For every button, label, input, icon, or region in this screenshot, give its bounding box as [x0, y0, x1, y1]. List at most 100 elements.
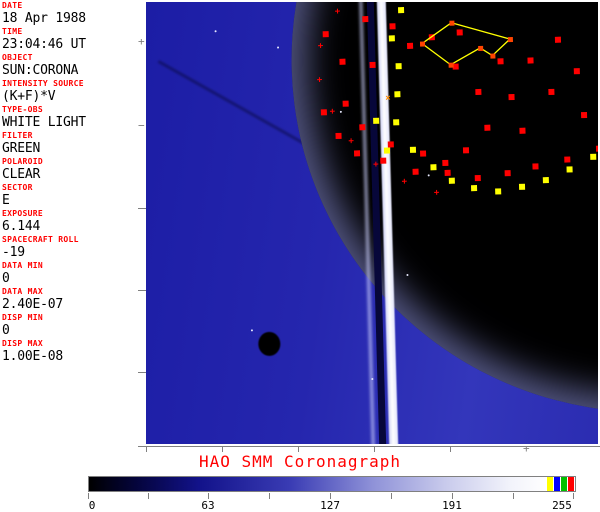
star-marker-yellow	[388, 35, 395, 42]
colorbar-minor-tick	[390, 493, 392, 499]
colorbar-label: 63	[201, 499, 215, 512]
metadata-value: WHITE LIGHT	[2, 115, 86, 130]
metadata-row: DATA MIN 0	[0, 260, 138, 286]
metadata-value: CLEAR	[2, 167, 41, 182]
colorbar-major-tick	[452, 493, 453, 499]
colorbar-gradient	[89, 477, 547, 491]
star-marker-red	[442, 159, 449, 167]
page-title: HAO SMM Coronagraph	[198, 452, 402, 471]
coronagraph-image[interactable]: ++++++++××	[146, 2, 598, 444]
metadata-row: INTENSITY SOURCE (K+F)*V	[0, 78, 138, 104]
metadata-value: 23:04:46 UT	[2, 37, 86, 52]
star-marker-red	[475, 88, 482, 96]
colorbar-track[interactable]	[88, 476, 576, 492]
star-marker-red	[359, 124, 366, 131]
metadata-key: SPACECRAFT ROLL	[2, 235, 79, 244]
metadata-key: DATE	[2, 1, 23, 10]
star-marker-red	[362, 16, 369, 23]
star-marker-x-icon: ×	[385, 93, 391, 104]
metadata-value: GREEN	[2, 141, 41, 156]
star-marker-yellow	[395, 63, 402, 70]
metadata-key: DISP MAX	[2, 339, 43, 348]
star-marker-red	[508, 93, 515, 101]
colorbar-major-tick	[330, 493, 332, 499]
metadata-value: 1.00E-08	[2, 349, 64, 364]
metadata-key: TYPE-OBS	[2, 105, 43, 114]
star-marker-yellow	[566, 166, 573, 173]
star-marker-red	[412, 168, 419, 175]
metadata-row: DISP MAX 1.00E-08	[0, 338, 138, 364]
colorbar-major-tick	[88, 493, 89, 499]
colorbar-label: 0	[88, 499, 96, 512]
star-marker-red	[339, 58, 346, 65]
star-marker-red	[322, 31, 329, 38]
metadata-row: DATE 18 Apr 1988	[0, 0, 138, 26]
metadata-value: E	[2, 193, 10, 208]
colorbar-label: 127	[320, 499, 340, 512]
metadata-value: 0	[2, 323, 10, 338]
metadata-row: DATA MAX 2.40E-07	[0, 286, 138, 312]
green-swatch	[561, 477, 567, 491]
metadata-row: TIME 23:04:46 UT	[0, 26, 138, 52]
star-marker-yellow	[590, 153, 597, 160]
metadata-key: INTENSITY SOURCE	[2, 79, 84, 88]
star-marker-red	[564, 156, 571, 163]
star-marker-yellow	[470, 185, 478, 192]
metadata-panel: DATE 18 Apr 1988 TIME 23:04:46 UT OBJECT SUN:…	[0, 0, 138, 448]
star-marker-red	[504, 170, 511, 177]
axis-tick-plus-icon: +	[523, 442, 530, 455]
star-marker-red	[456, 29, 463, 36]
colorbar[interactable]: 0 63 127 191 255	[88, 476, 576, 512]
star-marker-red	[497, 58, 504, 65]
star-marker-red	[527, 57, 534, 64]
star-marker-plus-icon: +	[401, 177, 408, 188]
star-marker-red	[320, 109, 327, 116]
star-marker-yellow	[383, 147, 391, 154]
blue-swatch	[554, 477, 560, 491]
axis-tick-bottom	[450, 446, 451, 452]
metadata-value: 6.144	[2, 219, 41, 234]
axis-tick-bottom	[222, 446, 223, 452]
metadata-row: TYPE-OBS WHITE LIGHT	[0, 104, 138, 130]
star-marker-plus-icon: +	[329, 106, 336, 118]
axis-tick-left	[138, 208, 146, 209]
metadata-key: SECTOR	[2, 183, 33, 192]
axis-tick-minus-icon: −	[138, 119, 145, 132]
star-marker-red	[573, 68, 580, 75]
metadata-key: DATA MAX	[2, 287, 43, 296]
metadata-key: FILTER	[2, 131, 33, 140]
star-marker-red	[595, 145, 598, 152]
metadata-key: TIME	[2, 27, 23, 36]
star-marker-red	[444, 169, 451, 176]
star-marker-yellow	[373, 117, 380, 124]
metadata-value: (K+F)*V	[2, 89, 56, 104]
star-marker-yellow	[409, 146, 417, 153]
star-marker-plus-icon: +	[433, 188, 440, 199]
star-marker-red	[548, 88, 555, 96]
metadata-row: DISP MIN 0	[0, 312, 138, 338]
star-marker-red	[406, 42, 414, 49]
metadata-value: 2.40E-07	[2, 297, 64, 312]
metadata-row: SECTOR E	[0, 182, 138, 208]
metadata-key: OBJECT	[2, 53, 33, 62]
star-marker-yellow	[495, 188, 502, 195]
star-marker-yellow	[430, 164, 437, 171]
star-marker-plus-icon: +	[317, 41, 324, 52]
axis-tick-left	[138, 372, 146, 373]
star-marker-red	[389, 23, 396, 30]
axis-tick-bottom	[146, 446, 147, 452]
colorbar-label: 191	[442, 499, 462, 512]
star-marker-plus-icon: +	[373, 159, 379, 170]
star-marker-red	[532, 163, 539, 170]
star-marker-red	[554, 36, 562, 43]
colorbar-minor-tick	[147, 493, 149, 499]
metadata-value: -19	[2, 245, 25, 260]
star-marker-red	[419, 150, 427, 157]
metadata-row: FILTER GREEN	[0, 130, 138, 156]
metadata-row: EXPOSURE 6.144	[0, 208, 138, 234]
corona-field: ++++++++××	[146, 2, 598, 444]
star-marker-yellow	[393, 119, 400, 126]
star-marker-red	[335, 132, 342, 139]
star-marker-yellow	[397, 7, 405, 14]
